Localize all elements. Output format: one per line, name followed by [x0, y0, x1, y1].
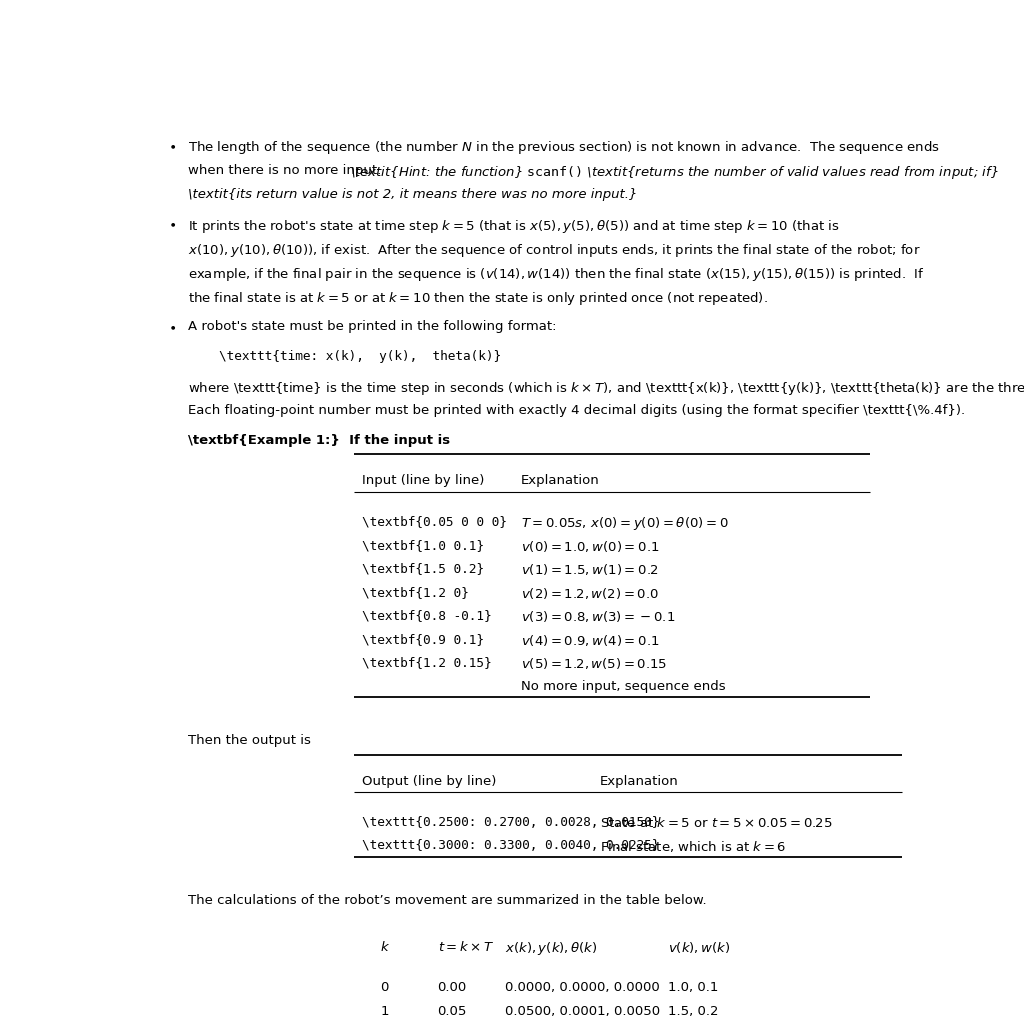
- Text: $v(1) = 1.5, w(1) = 0.2$: $v(1) = 1.5, w(1) = 0.2$: [521, 562, 658, 577]
- Text: \textbf{1.2 0.15}: \textbf{1.2 0.15}: [362, 656, 492, 669]
- Text: $x(k), y(k), \theta(k)$: $x(k), y(k), \theta(k)$: [505, 940, 598, 957]
- Text: $t = k \times T$: $t = k \times T$: [437, 940, 494, 954]
- Text: Explanation: Explanation: [600, 775, 679, 788]
- Text: $v(5) = 1.2, w(5) = 0.15$: $v(5) = 1.2, w(5) = 0.15$: [521, 656, 668, 671]
- Text: $v(k), w(k)$: $v(k), w(k)$: [668, 940, 730, 955]
- Text: 0.0500, 0.0001, 0.0050: 0.0500, 0.0001, 0.0050: [505, 1006, 660, 1017]
- Text: 1: 1: [380, 1006, 389, 1017]
- Text: $x(10), y(10), \theta(10))$, if exist.  After the sequence of control inputs end: $x(10), y(10), \theta(10))$, if exist. A…: [187, 242, 921, 259]
- Text: $v(0) = 1.0, w(0) = 0.1$: $v(0) = 1.0, w(0) = 0.1$: [521, 539, 659, 553]
- Text: \textbf{1.0 0.1}: \textbf{1.0 0.1}: [362, 539, 484, 551]
- Text: \texttt{0.3000: 0.3300, 0.0040, 0.0225}: \texttt{0.3000: 0.3300, 0.0040, 0.0225}: [362, 839, 659, 852]
- Text: 0.05: 0.05: [437, 1006, 467, 1017]
- Text: $k$: $k$: [380, 940, 390, 954]
- Text: \textit{its return value is not 2, it means there was no more input.}: \textit{its return value is not 2, it me…: [187, 188, 637, 200]
- Text: where \texttt{time} is the time step in seconds (which is $k \times T$), and \te: where \texttt{time} is the time step in …: [187, 379, 1024, 397]
- Text: \texttt{time: x(k),  y(k),  theta(k)}: \texttt{time: x(k), y(k), theta(k)}: [219, 350, 502, 363]
- Text: $v(3) = 0.8, w(3) = -0.1$: $v(3) = 0.8, w(3) = -0.1$: [521, 609, 675, 624]
- Text: when there is no more input.: when there is no more input.: [187, 164, 389, 177]
- Text: $v(4) = 0.9, w(4) = 0.1$: $v(4) = 0.9, w(4) = 0.1$: [521, 633, 659, 648]
- Text: \texttt{0.2500: 0.2700, 0.0028, 0.0150}: \texttt{0.2500: 0.2700, 0.0028, 0.0150}: [362, 816, 659, 829]
- Text: No more input, sequence ends: No more input, sequence ends: [521, 679, 725, 693]
- Text: \textit{Hint: the function} $\mathbf{\mathtt{scanf()}}$ \textit{returns the numb: \textit{Hint: the function} $\mathbf{\ma…: [350, 164, 998, 181]
- Text: example, if the final pair in the sequence is $(v(14), w(14))$ then the final st: example, if the final pair in the sequen…: [187, 266, 925, 283]
- Text: 1.0, 0.1: 1.0, 0.1: [668, 981, 718, 994]
- Text: Each floating-point number must be printed with exactly 4 decimal digits (using : Each floating-point number must be print…: [187, 404, 965, 417]
- Text: Output (line by line): Output (line by line): [362, 775, 497, 788]
- Text: $T = 0.05s$, $x(0) = y(0) = \theta(0) = 0$: $T = 0.05s$, $x(0) = y(0) = \theta(0) = …: [521, 516, 728, 532]
- Text: The length of the sequence (the number $N$ in the previous section) is not known: The length of the sequence (the number $…: [187, 139, 939, 157]
- Text: Input (line by line): Input (line by line): [362, 475, 484, 487]
- Text: $\bullet$: $\bullet$: [168, 218, 176, 231]
- Text: \textbf{1.5 0.2}: \textbf{1.5 0.2}: [362, 562, 484, 576]
- Text: \textbf{0.05 0 0 0}: \textbf{0.05 0 0 0}: [362, 516, 507, 528]
- Text: \textbf{0.8 -0.1}: \textbf{0.8 -0.1}: [362, 609, 492, 622]
- Text: 0: 0: [380, 981, 389, 994]
- Text: 0.0000, 0.0000, 0.0000: 0.0000, 0.0000, 0.0000: [505, 981, 659, 994]
- Text: \textbf{1.2 0}: \textbf{1.2 0}: [362, 586, 469, 599]
- Text: $\bullet$: $\bullet$: [168, 139, 176, 153]
- Text: Explanation: Explanation: [521, 475, 600, 487]
- Text: The calculations of the robot’s movement are summarized in the table below.: The calculations of the robot’s movement…: [187, 894, 707, 907]
- Text: Final state, which is at $k = 6$: Final state, which is at $k = 6$: [600, 839, 786, 854]
- Text: \textbf{0.9 0.1}: \textbf{0.9 0.1}: [362, 633, 484, 646]
- Text: \textbf{Example 1:}  If the input is: \textbf{Example 1:} If the input is: [187, 433, 450, 446]
- Text: the final state is at $k = 5$ or at $k = 10$ then the state is only printed once: the final state is at $k = 5$ or at $k =…: [187, 291, 767, 307]
- Text: Then the output is: Then the output is: [187, 734, 310, 747]
- Text: $v(2) = 1.2, w(2) = 0.0$: $v(2) = 1.2, w(2) = 0.0$: [521, 586, 658, 601]
- Text: 1.5, 0.2: 1.5, 0.2: [668, 1006, 718, 1017]
- Text: It prints the robot's state at time step $k = 5$ (that is $x(5), y(5), \theta(5): It prints the robot's state at time step…: [187, 218, 839, 235]
- Text: State at $k = 5$ or $t = 5 \times 0.05 = 0.25$: State at $k = 5$ or $t = 5 \times 0.05 =…: [600, 816, 833, 830]
- Text: 0.00: 0.00: [437, 981, 467, 994]
- Text: A robot's state must be printed in the following format:: A robot's state must be printed in the f…: [187, 320, 556, 334]
- Text: $\bullet$: $\bullet$: [168, 320, 176, 334]
